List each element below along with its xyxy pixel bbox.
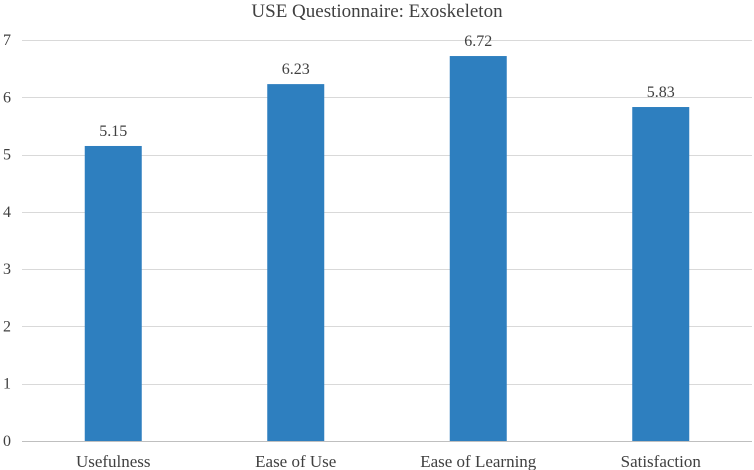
data-label: 6.72 xyxy=(464,33,492,50)
y-tick-label: 7 xyxy=(3,32,11,49)
x-category-label: Satisfaction xyxy=(621,452,702,470)
y-axis-ticks: 0 1 2 3 4 5 6 7 xyxy=(3,32,11,450)
y-tick-label: 1 xyxy=(3,376,11,393)
x-category-label: Usefulness xyxy=(76,452,151,470)
data-label: 5.83 xyxy=(647,84,675,101)
data-label: 6.23 xyxy=(282,61,310,78)
chart-title: USE Questionnaire: Exoskeleton xyxy=(251,1,503,22)
bar xyxy=(267,84,325,442)
bar xyxy=(449,56,507,441)
gridlines xyxy=(22,40,752,442)
x-category-label: Ease of Use xyxy=(255,452,336,470)
y-tick-label: 0 xyxy=(3,433,11,450)
y-tick-label: 6 xyxy=(3,89,11,106)
y-tick-label: 4 xyxy=(3,204,11,221)
y-tick-label: 2 xyxy=(3,318,11,335)
x-axis-categories: Usefulness Ease of Use Ease of Learning Sat… xyxy=(76,452,701,470)
bar xyxy=(632,107,690,441)
bars xyxy=(84,56,690,442)
bar xyxy=(84,145,142,441)
x-category-label: Ease of Learning xyxy=(420,452,537,470)
y-tick-label: 3 xyxy=(3,261,11,278)
data-label: 5.15 xyxy=(99,123,127,140)
data-labels: 5.15 6.23 6.72 5.83 xyxy=(99,33,675,140)
y-tick-label: 5 xyxy=(3,147,11,164)
